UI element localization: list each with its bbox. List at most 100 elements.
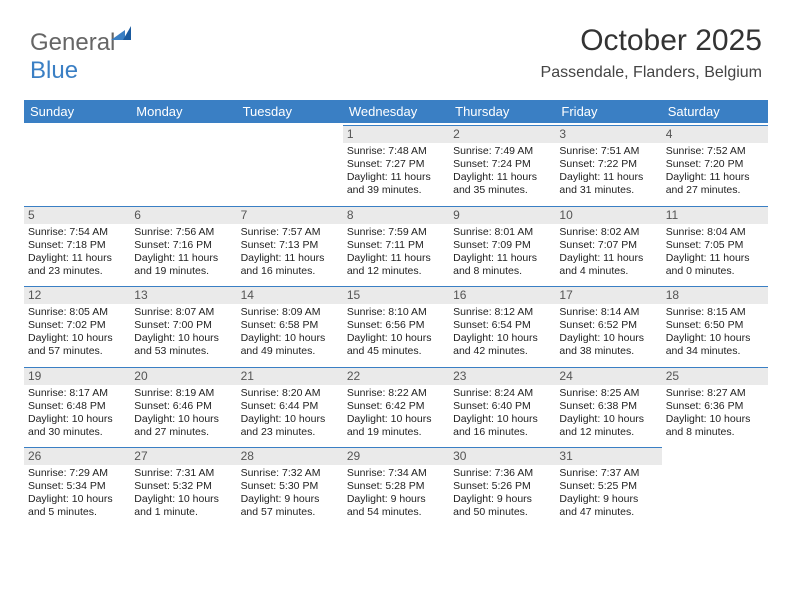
calendar-empty-cell <box>662 445 768 526</box>
daylight-line: Daylight: 9 hours and 57 minutes. <box>241 493 339 519</box>
daylight-line: Daylight: 9 hours and 47 minutes. <box>559 493 657 519</box>
page-title: October 2025 <box>580 24 762 58</box>
daylight-line: Daylight: 9 hours and 54 minutes. <box>347 493 445 519</box>
calendar-empty-cell <box>24 123 130 204</box>
sunrise-line: Sunrise: 7:54 AM <box>28 226 126 239</box>
sunset-line: Sunset: 5:26 PM <box>453 480 551 493</box>
sunrise-line: Sunrise: 8:24 AM <box>453 387 551 400</box>
day-number: 2 <box>449 125 555 143</box>
calendar-day-cell: 30Sunrise: 7:36 AMSunset: 5:26 PMDayligh… <box>449 445 555 526</box>
calendar-day-cell: 27Sunrise: 7:31 AMSunset: 5:32 PMDayligh… <box>130 445 236 526</box>
logo-text-1: General <box>30 29 115 56</box>
sunrise-line: Sunrise: 7:37 AM <box>559 467 657 480</box>
sunset-line: Sunset: 7:11 PM <box>347 239 445 252</box>
sunset-line: Sunset: 6:38 PM <box>559 400 657 413</box>
sunrise-line: Sunrise: 7:52 AM <box>666 145 764 158</box>
sunrise-line: Sunrise: 7:29 AM <box>28 467 126 480</box>
sunset-line: Sunset: 6:56 PM <box>347 319 445 332</box>
sunset-line: Sunset: 7:27 PM <box>347 158 445 171</box>
calendar-header-row: SundayMondayTuesdayWednesdayThursdayFrid… <box>24 100 768 123</box>
day-number: 18 <box>662 286 768 304</box>
daylight-line: Daylight: 10 hours and 23 minutes. <box>241 413 339 439</box>
day-number: 26 <box>24 447 130 465</box>
day-number: 17 <box>555 286 661 304</box>
sunrise-line: Sunrise: 8:27 AM <box>666 387 764 400</box>
sunset-line: Sunset: 7:07 PM <box>559 239 657 252</box>
calendar-day-cell: 21Sunrise: 8:20 AMSunset: 6:44 PMDayligh… <box>237 365 343 446</box>
calendar-day-cell: 24 Sunrise: 8:25 AMSunset: 6:38 PMDayligh… <box>555 365 661 446</box>
daylight-line: Daylight: 10 hours and 5 minutes. <box>28 493 126 519</box>
daylight-line: Daylight: 10 hours and 42 minutes. <box>453 332 551 358</box>
daylight-line: Daylight: 10 hours and 30 minutes. <box>28 413 126 439</box>
sunrise-line: Sunrise: 8:25 AM <box>559 387 657 400</box>
sunset-line: Sunset: 7:09 PM <box>453 239 551 252</box>
sunrise-line: Sunrise: 8:22 AM <box>347 387 445 400</box>
day-number: 13 <box>130 286 236 304</box>
sunset-line: Sunset: 6:50 PM <box>666 319 764 332</box>
calendar-day-cell: 22Sunrise: 8:22 AMSunset: 6:42 PMDayligh… <box>343 365 449 446</box>
daylight-line: Daylight: 11 hours and 4 minutes. <box>559 252 657 278</box>
day-number: 4 <box>662 125 768 143</box>
daylight-line: Daylight: 11 hours and 12 minutes. <box>347 252 445 278</box>
sunset-line: Sunset: 7:13 PM <box>241 239 339 252</box>
sunset-line: Sunset: 6:40 PM <box>453 400 551 413</box>
day-number: 21 <box>237 367 343 385</box>
logo-triangle2-icon <box>123 26 131 40</box>
day-number: 15 <box>343 286 449 304</box>
calendar-week-row: 12Sunrise: 8:05 AMSunset: 7:02 PMDayligh… <box>24 284 768 365</box>
daylight-line: Daylight: 10 hours and 1 minute. <box>134 493 232 519</box>
daylight-line: Daylight: 10 hours and 8 minutes. <box>666 413 764 439</box>
day-number: 31 <box>555 447 661 465</box>
calendar-day-cell: 5Sunrise: 7:54 AMSunset: 7:18 PMDaylight… <box>24 204 130 285</box>
calendar-header-cell: Thursday <box>449 100 555 123</box>
calendar-header-cell: Saturday <box>662 100 768 123</box>
calendar-day-cell: 13Sunrise: 8:07 AMSunset: 7:00 PMDayligh… <box>130 284 236 365</box>
sunrise-line: Sunrise: 7:31 AM <box>134 467 232 480</box>
day-number: 11 <box>662 206 768 224</box>
calendar-day-cell: 7Sunrise: 7:57 AMSunset: 7:13 PMDaylight… <box>237 204 343 285</box>
day-number: 30 <box>449 447 555 465</box>
sunset-line: Sunset: 6:58 PM <box>241 319 339 332</box>
daylight-line: Daylight: 10 hours and 45 minutes. <box>347 332 445 358</box>
sunrise-line: Sunrise: 7:34 AM <box>347 467 445 480</box>
daylight-line: Daylight: 10 hours and 34 minutes. <box>666 332 764 358</box>
daylight-line: Daylight: 11 hours and 39 minutes. <box>347 171 445 197</box>
calendar-day-cell: 23Sunrise: 8:24 AMSunset: 6:40 PMDayligh… <box>449 365 555 446</box>
calendar-empty-cell <box>130 123 236 204</box>
sunset-line: Sunset: 5:28 PM <box>347 480 445 493</box>
calendar-day-cell: 20Sunrise: 8:19 AMSunset: 6:46 PMDayligh… <box>130 365 236 446</box>
calendar-day-cell: 15Sunrise: 8:10 AMSunset: 6:56 PMDayligh… <box>343 284 449 365</box>
sunrise-line: Sunrise: 7:49 AM <box>453 145 551 158</box>
sunset-line: Sunset: 6:36 PM <box>666 400 764 413</box>
calendar-empty-cell <box>237 123 343 204</box>
daylight-line: Daylight: 11 hours and 23 minutes. <box>28 252 126 278</box>
calendar-week-row: 1Sunrise: 7:48 AMSunset: 7:27 PMDaylight… <box>24 123 768 204</box>
sunrise-line: Sunrise: 8:04 AM <box>666 226 764 239</box>
sunrise-line: Sunrise: 7:59 AM <box>347 226 445 239</box>
daylight-line: Daylight: 10 hours and 57 minutes. <box>28 332 126 358</box>
calendar-header-cell: Friday <box>555 100 661 123</box>
day-number: 19 <box>24 367 130 385</box>
sunset-line: Sunset: 7:24 PM <box>453 158 551 171</box>
calendar-day-cell: 3Sunrise: 7:51 AMSunset: 7:22 PMDaylight… <box>555 123 661 204</box>
day-number: 10 <box>555 206 661 224</box>
sunset-line: Sunset: 7:02 PM <box>28 319 126 332</box>
sunset-line: Sunset: 6:42 PM <box>347 400 445 413</box>
calendar-day-cell: 29Sunrise: 7:34 AMSunset: 5:28 PMDayligh… <box>343 445 449 526</box>
calendar-day-cell: 8Sunrise: 7:59 AMSunset: 7:11 PMDaylight… <box>343 204 449 285</box>
day-number: 9 <box>449 206 555 224</box>
day-number: 24 <box>555 367 661 385</box>
day-number: 7 <box>237 206 343 224</box>
daylight-line: Daylight: 10 hours and 49 minutes. <box>241 332 339 358</box>
sunset-line: Sunset: 7:00 PM <box>134 319 232 332</box>
daylight-line: Daylight: 11 hours and 31 minutes. <box>559 171 657 197</box>
daylight-line: Daylight: 10 hours and 12 minutes. <box>559 413 657 439</box>
sunrise-line: Sunrise: 8:19 AM <box>134 387 232 400</box>
day-number: 25 <box>662 367 768 385</box>
daylight-line: Daylight: 11 hours and 27 minutes. <box>666 171 764 197</box>
calendar-week-row: 26Sunrise: 7:29 AMSunset: 5:34 PMDayligh… <box>24 445 768 526</box>
sunset-line: Sunset: 7:22 PM <box>559 158 657 171</box>
day-number: 3 <box>555 125 661 143</box>
logo: General Blue <box>30 26 131 85</box>
sunset-line: Sunset: 6:54 PM <box>453 319 551 332</box>
